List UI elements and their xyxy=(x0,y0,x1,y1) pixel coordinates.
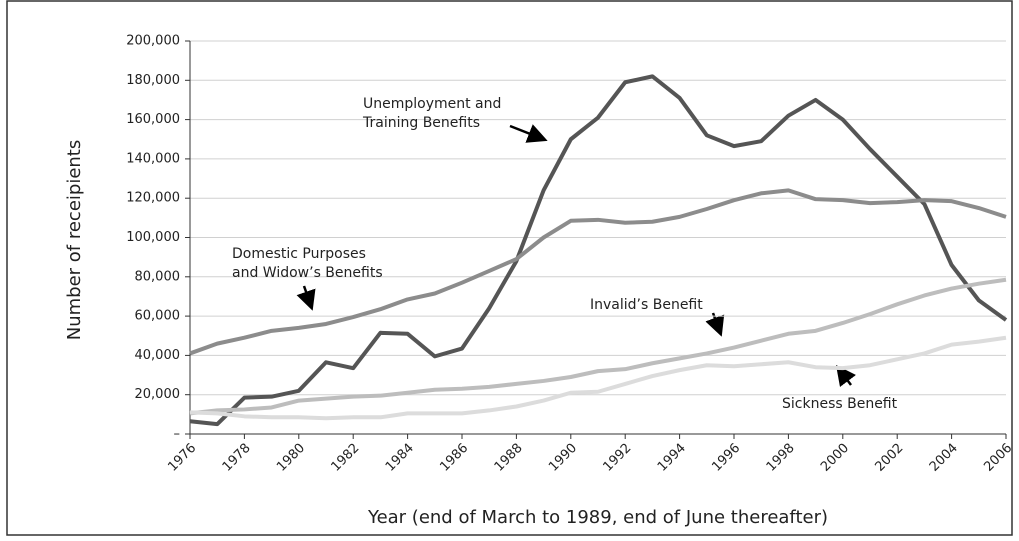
x-tick-label: 2004 xyxy=(927,441,961,475)
series-line xyxy=(189,277,1007,416)
x-tick-label: 1978 xyxy=(220,441,254,475)
x-axis-label: Year (end of March to 1989, end of June … xyxy=(367,507,828,528)
x-tick-label: 1986 xyxy=(437,441,471,475)
y-tick-label: 20,000 xyxy=(135,387,181,402)
y-tick-label: 40,000 xyxy=(135,348,181,363)
x-tick-label: 1982 xyxy=(328,441,362,475)
y-tick-label: 80,000 xyxy=(135,269,181,284)
frame xyxy=(6,0,1013,536)
arrow xyxy=(296,285,316,311)
x-tick-label: 1984 xyxy=(383,441,417,475)
series-line xyxy=(189,335,1007,421)
x-tick-label: 1980 xyxy=(274,441,308,475)
y-tick-label: 60,000 xyxy=(135,309,181,324)
y-tick-label: 200,000 xyxy=(126,34,180,49)
x-tick-label: 1976 xyxy=(165,441,199,475)
y-tick-label: 120,000 xyxy=(126,191,180,206)
x-tick-label: 2002 xyxy=(872,441,906,475)
arrow xyxy=(836,365,856,387)
x-tick-label: 1992 xyxy=(600,441,634,475)
x-tick-label: 1998 xyxy=(764,441,798,475)
series-line xyxy=(189,188,1007,356)
x-tick-label: 2006 xyxy=(981,441,1015,475)
series-annotation: Unemployment and Training Benefits xyxy=(363,96,502,131)
series-annotation: Sickness Benefit xyxy=(782,396,898,412)
x-tick-label: 1994 xyxy=(655,441,689,475)
y-tick-label: 100,000 xyxy=(126,230,180,245)
x-tick-label: 1988 xyxy=(492,441,526,475)
x-tick-label: 1990 xyxy=(546,441,580,475)
series-annotation: Invalid’s Benefit xyxy=(590,297,703,313)
y-tick-label: 140,000 xyxy=(126,151,180,166)
series-line xyxy=(189,74,1008,427)
x-tick-label: 1996 xyxy=(709,441,743,475)
y-tick-label: – xyxy=(174,427,181,442)
x-tick-label: 2000 xyxy=(818,441,852,475)
y-tick-label: 180,000 xyxy=(126,73,180,88)
y-tick-label: 160,000 xyxy=(126,112,180,127)
arrow xyxy=(509,124,548,143)
series-annotation: Domestic Purposes and Widow’s Benefits xyxy=(232,246,383,281)
y-axis-label: Number of receipients xyxy=(64,140,85,341)
